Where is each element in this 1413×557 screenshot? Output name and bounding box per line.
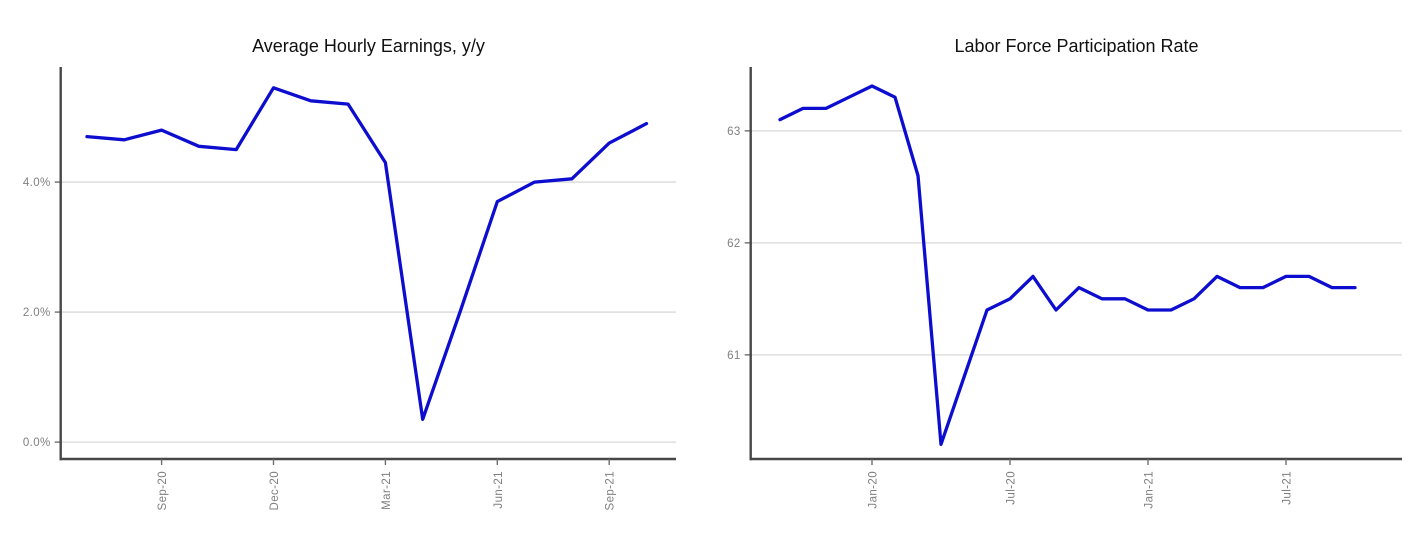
y-tick-label: 4.0%: [23, 177, 51, 189]
x-tick-label: Jan-21: [1144, 471, 1156, 509]
average-hourly-earnings-chart: 0.0% 2.0% 4.0% Sep-20 Dec-20 Mar-21 Jun-21 Sep-…: [23, 67, 676, 510]
y-tick-label: 62: [727, 238, 741, 250]
y-tick-label: 0.0%: [23, 437, 51, 449]
x-tick-label: Dec-20: [269, 471, 281, 510]
x-tick-label: Sep-20: [157, 471, 169, 510]
labor-force-participation-chart: 61 62 63 Jan-20 Jul-20 Jan-21 Jul-21: [727, 67, 1402, 509]
y-tick-label: 61: [727, 350, 741, 362]
series-line: [778, 84, 1357, 447]
y-tick-label: 2.0%: [23, 307, 51, 319]
chart-title-average-hourly-earnings: Average Hourly Earnings, y/y: [252, 36, 485, 56]
chart-title-labor-force-participation-rate: Labor Force Participation Rate: [954, 36, 1199, 56]
x-tick-label: Jul-20: [1006, 471, 1018, 505]
y-tick-label: 63: [727, 126, 741, 138]
x-tick-label: Jul-21: [1282, 471, 1294, 505]
x-tick-label: Sep-21: [605, 471, 617, 510]
x-tick-label: Jan-20: [868, 471, 880, 509]
series-line: [85, 86, 649, 421]
x-tick-label: Jun-21: [493, 471, 505, 509]
x-tick-label: Mar-21: [381, 471, 393, 510]
